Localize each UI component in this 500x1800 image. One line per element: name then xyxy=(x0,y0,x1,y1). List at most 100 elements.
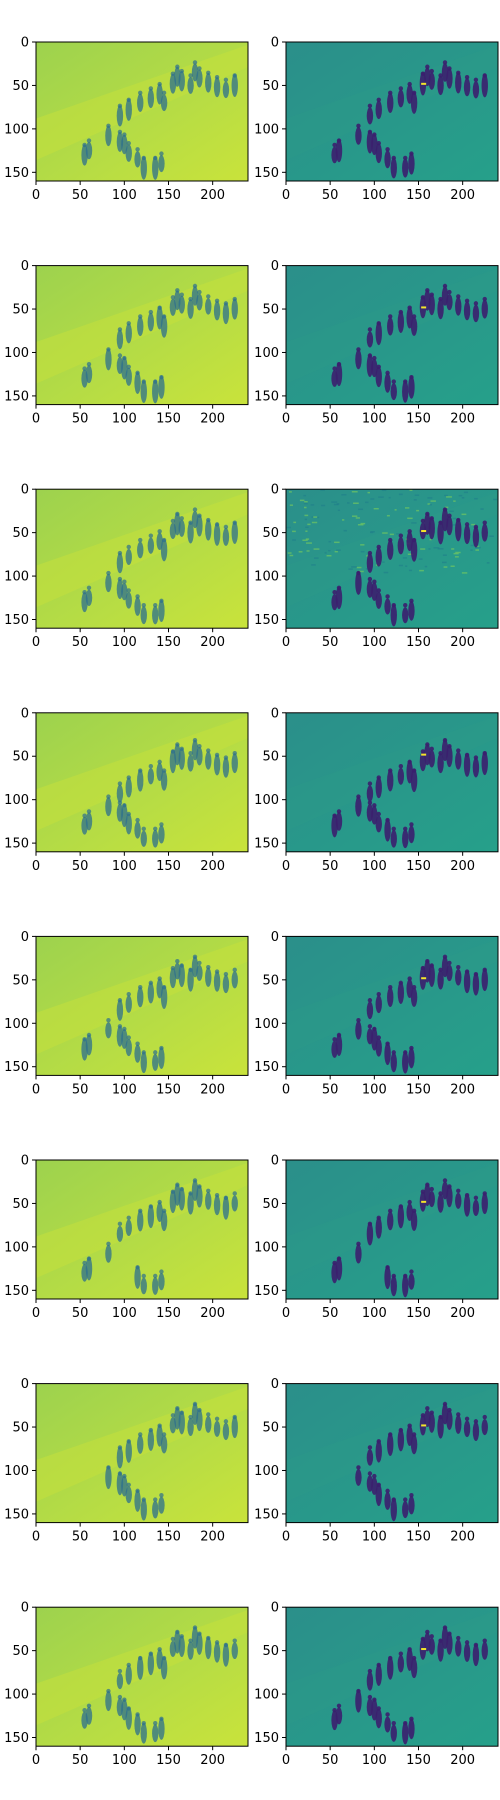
y-tick-label: 150 xyxy=(254,1731,279,1746)
figure-head xyxy=(197,289,202,295)
figure-head xyxy=(482,1638,487,1643)
x-tick-label: 200 xyxy=(450,1753,475,1768)
figure-head xyxy=(372,803,377,808)
figure-silhouette xyxy=(424,743,431,766)
noise-mark xyxy=(451,548,455,550)
figure-silhouette xyxy=(387,1211,394,1231)
x-tick-label: 150 xyxy=(156,1530,181,1545)
figure-head xyxy=(376,588,381,593)
figure-head xyxy=(192,60,198,65)
figure-silhouette xyxy=(335,362,343,387)
figure-silhouette xyxy=(455,1639,462,1657)
figure-head xyxy=(86,1703,92,1708)
y-tick-label: 0 xyxy=(271,36,279,51)
figure-head xyxy=(438,296,443,302)
figure-head xyxy=(447,1631,452,1636)
figure-silhouette xyxy=(375,1440,382,1463)
figure-silhouette xyxy=(463,1193,471,1217)
figure-silhouette xyxy=(424,1409,431,1427)
figure-head xyxy=(117,1471,123,1476)
figure-head xyxy=(159,1045,164,1051)
figure-head xyxy=(367,1024,373,1029)
figure-silhouette xyxy=(384,150,391,169)
x-tick-label: 50 xyxy=(322,1530,339,1545)
figure-silhouette xyxy=(408,600,415,621)
noise-mark xyxy=(334,541,340,544)
figure-head xyxy=(197,513,202,518)
figure-head xyxy=(372,1026,377,1032)
figure-head xyxy=(153,1273,158,1279)
figure-silhouette xyxy=(134,1489,141,1512)
figure-head xyxy=(385,370,390,376)
figure-silhouette xyxy=(140,1051,147,1074)
figure-head xyxy=(407,1199,412,1205)
figure-silhouette xyxy=(231,73,238,97)
figure-head xyxy=(464,1416,470,1421)
figure-silhouette xyxy=(125,1439,132,1463)
figure-head xyxy=(170,965,176,971)
noise-mark xyxy=(298,551,303,553)
figure-silhouette xyxy=(375,321,382,346)
figure-silhouette xyxy=(152,1724,159,1743)
figure-silhouette xyxy=(410,1210,418,1231)
noise-mark xyxy=(343,529,347,532)
figure-silhouette xyxy=(366,785,374,802)
noise-mark xyxy=(356,566,362,569)
axes-frame xyxy=(285,488,499,629)
figure-silhouette xyxy=(371,1698,378,1721)
y-tick-label: 150 xyxy=(4,1284,29,1299)
figure-head xyxy=(385,594,390,599)
figure-silhouette xyxy=(116,784,124,803)
figure-head xyxy=(372,132,377,137)
figure-silhouette xyxy=(455,518,462,542)
figure-silhouette xyxy=(481,751,488,776)
noise-mark xyxy=(367,491,371,494)
axes-frame xyxy=(35,265,249,406)
figure-head xyxy=(336,138,342,143)
figure-silhouette xyxy=(121,1475,128,1497)
figure-head xyxy=(188,520,193,525)
figure-head xyxy=(179,68,184,74)
figure-head xyxy=(336,1703,342,1708)
y-tick-label: 50 xyxy=(12,1197,29,1212)
figure-silhouette xyxy=(375,1216,382,1239)
noise-mark xyxy=(370,498,375,500)
figure-head xyxy=(223,1419,229,1424)
y-tick-label: 150 xyxy=(254,166,279,181)
figure-silhouette xyxy=(397,981,405,1005)
x-tick-label: 200 xyxy=(200,1753,225,1768)
noise-mark xyxy=(427,497,433,499)
noise-mark xyxy=(461,572,468,574)
figure-silhouette xyxy=(402,158,409,178)
figure-head xyxy=(214,1640,220,1645)
figure-silhouette xyxy=(375,815,382,833)
figure-head xyxy=(420,1413,426,1418)
figure-head xyxy=(153,1497,158,1502)
figure-head xyxy=(170,71,176,76)
figure-silhouette xyxy=(424,513,431,535)
y-tick-label: 150 xyxy=(254,1284,279,1299)
figure-head xyxy=(214,969,220,974)
figure-silhouette xyxy=(125,995,132,1013)
figure-silhouette xyxy=(441,739,449,762)
highlight-mark xyxy=(421,753,427,756)
figure-silhouette xyxy=(205,751,212,770)
x-tick-label: 150 xyxy=(406,188,431,203)
x-tick-label: 100 xyxy=(112,1530,137,1545)
figure-silhouette xyxy=(390,383,397,401)
figure-head xyxy=(332,589,337,595)
noise-mark xyxy=(353,502,359,504)
figure-head xyxy=(106,347,111,352)
figure-silhouette xyxy=(397,311,405,334)
figure-head xyxy=(356,1688,361,1694)
figure-head xyxy=(82,1707,87,1713)
figure-silhouette xyxy=(140,606,147,625)
figure-head xyxy=(82,813,87,818)
figure-head xyxy=(148,1651,154,1656)
axes-frame xyxy=(285,41,499,182)
figure-head xyxy=(206,1188,211,1194)
figure-head xyxy=(206,748,211,753)
figure-silhouette xyxy=(472,972,480,996)
noise-mark xyxy=(328,540,332,543)
figure-head xyxy=(385,147,390,152)
